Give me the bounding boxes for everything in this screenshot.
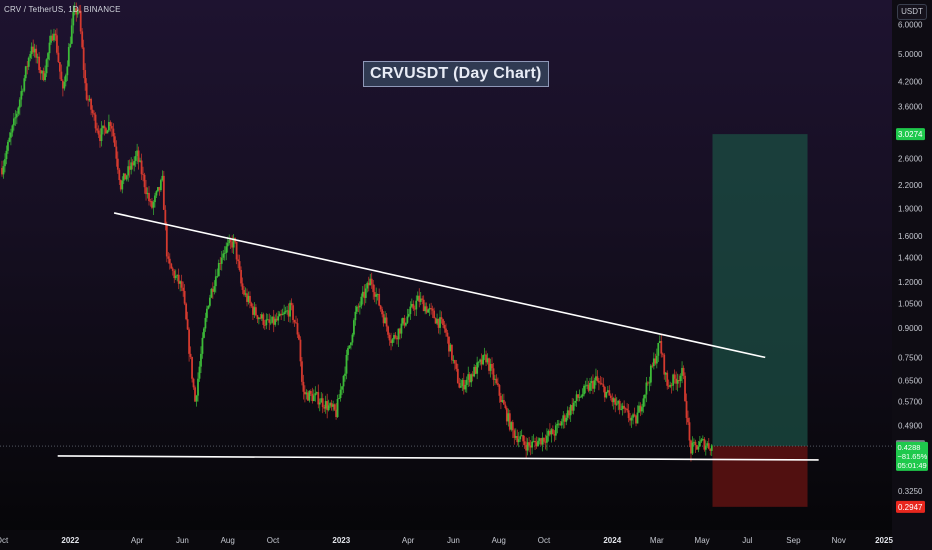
candles <box>1 2 713 462</box>
date-tick-label: Sep <box>786 536 801 545</box>
date-tick-label: 2023 <box>332 536 350 545</box>
current-price-badge-text: −81.65% <box>898 452 928 461</box>
date-tick-label: Jun <box>447 536 460 545</box>
date-tick-label: Oct <box>0 536 9 545</box>
price-tick-label: 1.6000 <box>898 232 923 241</box>
date-tick-label: Nov <box>832 536 846 545</box>
date-tick-label: Apr <box>131 536 144 545</box>
price-badge-red <box>896 500 925 513</box>
price-tick-label: 3.6000 <box>898 102 923 111</box>
current-price-badge-text: 05:01:49 <box>898 461 927 470</box>
date-tick-label: Aug <box>492 536 506 545</box>
price-tick-label: 1.2000 <box>898 278 923 287</box>
price-tick-label: 0.9000 <box>898 324 923 333</box>
currency-unit-button[interactable]: USDT <box>897 4 927 20</box>
price-tick-label: 0.3250 <box>898 487 923 496</box>
price-badge-green <box>896 128 925 141</box>
date-tick-label: Apr <box>402 536 415 545</box>
price-tick-label: 0.4900 <box>898 421 923 430</box>
price-badge-label: 0.2947 <box>898 503 923 512</box>
date-tick-label: Jun <box>176 536 189 545</box>
price-tick-label: 4.2000 <box>898 78 923 87</box>
date-tick-label: 2024 <box>603 536 621 545</box>
price-tick-label: 6.0000 <box>898 21 923 30</box>
target-zone[interactable] <box>712 134 808 447</box>
price-badge-label: 3.0274 <box>898 130 923 139</box>
time-axis[interactable] <box>0 530 892 550</box>
price-tick-label: 2.6000 <box>898 154 923 163</box>
chart-annotation-title: CRVUSDT (Day Chart) <box>363 61 549 87</box>
price-tick-label: 0.6500 <box>898 376 923 385</box>
price-tick-label: 5.0000 <box>898 50 923 59</box>
price-tick-label: 0.7500 <box>898 353 923 362</box>
price-tick-label: 0.5700 <box>898 397 923 406</box>
date-tick-label: 2022 <box>61 536 79 545</box>
symbol-header: CRV / TetherUS, 1D, BINANCE <box>4 5 121 14</box>
date-tick-label: Jul <box>742 536 752 545</box>
price-tick-label: 2.2000 <box>898 181 923 190</box>
current-price-badge-text: 0.4288 <box>898 443 921 452</box>
date-tick-label: Aug <box>221 536 235 545</box>
price-tick-label: 1.9000 <box>898 205 923 214</box>
price-tick-label: 1.0500 <box>898 300 923 309</box>
stop-zone[interactable] <box>712 446 808 507</box>
price-tick-label: 1.4000 <box>898 254 923 263</box>
trendline-descending-resistance[interactable] <box>113 212 766 359</box>
date-tick-label: Oct <box>267 536 280 545</box>
date-tick-label: Oct <box>538 536 551 545</box>
date-tick-label: 2025 <box>875 536 893 545</box>
trendline-horizontal-support[interactable] <box>57 455 819 461</box>
date-tick-label: May <box>695 536 710 545</box>
current-price-badge <box>896 441 928 471</box>
date-tick-label: Mar <box>650 536 664 545</box>
